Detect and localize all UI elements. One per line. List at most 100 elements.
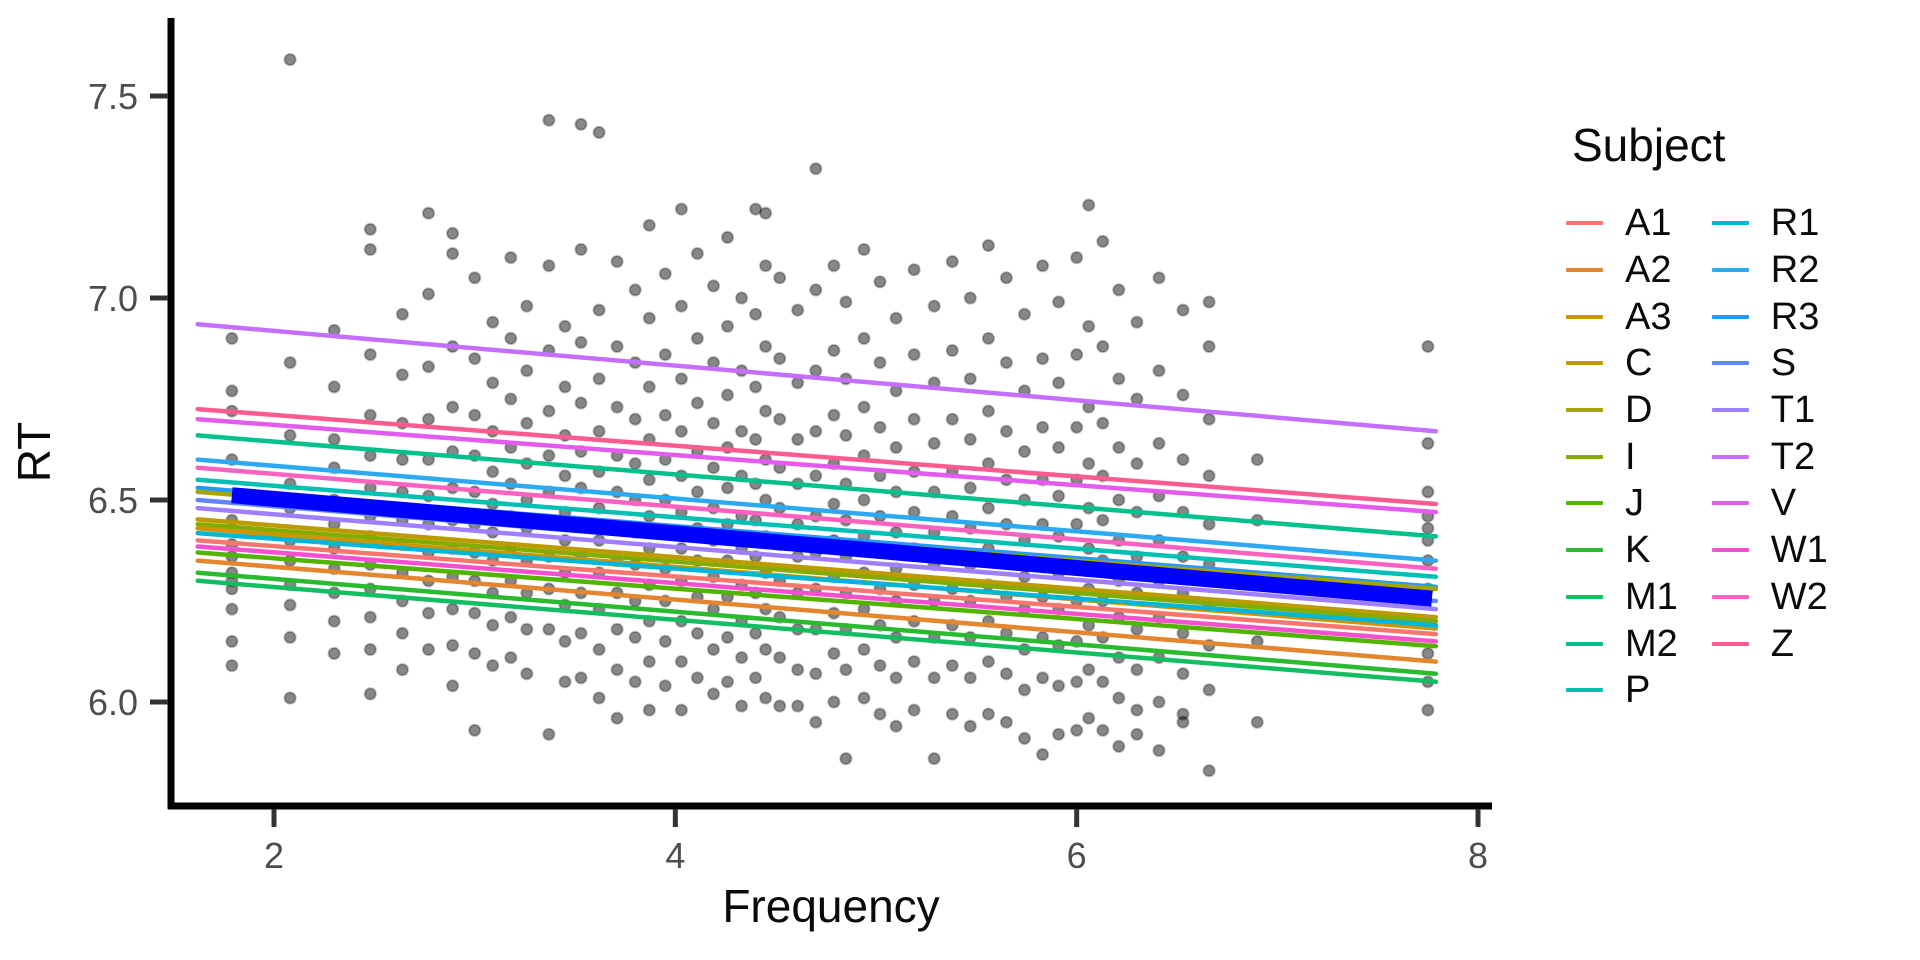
data-point: [592, 424, 606, 438]
data-point: [520, 667, 534, 681]
overall-fit-line: [231, 487, 1433, 607]
legend-item-I: I: [1566, 433, 1678, 480]
legend-key-line: [1566, 594, 1603, 599]
legend-column: A1 A2 A3 C D I J K M1 M2 P: [1566, 200, 1678, 714]
data-point: [642, 655, 656, 669]
data-point: [421, 360, 436, 374]
data-point: [225, 602, 239, 616]
data-point: [674, 655, 689, 669]
legend-label: M1: [1625, 575, 1678, 618]
data-point: [1176, 667, 1190, 681]
legend-label: W1: [1770, 529, 1828, 572]
data-point: [773, 271, 787, 285]
subject-line-P: [195, 477, 1439, 580]
legend-item-M2: M2: [1566, 620, 1678, 667]
y-tick-label: 7.5: [88, 76, 138, 117]
data-point: [610, 663, 624, 677]
legend-item-R2: R2: [1711, 247, 1828, 294]
data-point: [1112, 739, 1126, 754]
legend-item-C: C: [1566, 340, 1678, 387]
data-point: [690, 396, 705, 410]
data-point: [642, 473, 656, 487]
data-point: [542, 259, 556, 273]
data-point: [1052, 679, 1066, 693]
data-point: [999, 356, 1014, 370]
data-point: [574, 242, 588, 257]
data-point: [720, 481, 735, 495]
data-point: [735, 291, 749, 305]
data-point: [542, 113, 556, 127]
data-point: [558, 469, 572, 483]
subject-line-A2: [195, 558, 1439, 664]
subject-line-W2: [195, 465, 1439, 571]
data-point: [283, 598, 297, 612]
data-point: [1202, 683, 1216, 697]
data-point: [225, 384, 239, 398]
legend: Subject A1 A2 A3 C D I J K M1 M2 P R1 R2 R3 S T1 T2 V W1 W2…: [1566, 118, 1906, 714]
legend-item-V: V: [1711, 480, 1828, 527]
data-point: [1036, 352, 1050, 366]
data-point: [1082, 457, 1096, 471]
legend-key-line: [1711, 594, 1749, 599]
legend-label: K: [1625, 529, 1651, 572]
data-point: [889, 311, 903, 325]
data-point: [642, 380, 656, 394]
legend-label: C: [1625, 342, 1653, 385]
legend-key-line: [1566, 454, 1603, 459]
data-point: [827, 695, 841, 709]
data-point: [1130, 727, 1144, 741]
data-point: [610, 255, 624, 269]
data-point: [395, 368, 409, 382]
data-point: [1176, 707, 1190, 721]
data-point: [642, 311, 656, 325]
data-point: [283, 53, 297, 67]
data-point: [1070, 675, 1084, 689]
data-point: [628, 675, 642, 689]
legend-label: P: [1625, 669, 1651, 712]
data-point: [759, 259, 773, 273]
y-tick-label: 6.0: [88, 682, 138, 723]
data-point: [1112, 440, 1126, 455]
data-point: [720, 319, 735, 333]
legend-item-W1: W1: [1711, 527, 1828, 574]
data-point: [504, 610, 518, 624]
data-point: [628, 457, 642, 471]
data-point: [706, 416, 721, 430]
data-point: [1152, 271, 1166, 285]
legend-label: J: [1625, 482, 1644, 525]
subject-line-M2: [195, 433, 1439, 539]
data-point: [809, 469, 823, 483]
data-point: [1176, 715, 1190, 729]
data-point: [749, 307, 763, 321]
data-point: [1202, 469, 1216, 483]
data-point: [907, 703, 921, 717]
legend-item-T1: T1: [1711, 387, 1828, 434]
data-point: [690, 626, 705, 640]
data-point: [809, 364, 823, 378]
data-point: [520, 364, 534, 378]
data-point: [1112, 691, 1126, 705]
legend-key-line: [1566, 408, 1603, 413]
data-point: [791, 303, 805, 317]
data-point: [327, 432, 341, 446]
data-point: [873, 420, 887, 434]
legend-key-line: [1711, 408, 1749, 413]
data-point: [542, 449, 556, 463]
data-point: [827, 646, 841, 661]
data-point: [749, 380, 763, 394]
legend-item-A3: A3: [1566, 293, 1678, 340]
data-point: [1421, 436, 1435, 450]
data-point: [363, 222, 377, 236]
data-point: [504, 251, 518, 265]
data-point: [446, 247, 460, 261]
data-point: [363, 348, 377, 362]
data-point: [468, 271, 482, 285]
legend-key-line: [1566, 268, 1603, 273]
x-tick-label: 6: [1067, 835, 1087, 876]
data-point: [907, 263, 921, 277]
data-point: [759, 206, 773, 220]
data-point: [1052, 295, 1066, 309]
data-point: [486, 376, 500, 390]
data-point: [1421, 339, 1435, 354]
